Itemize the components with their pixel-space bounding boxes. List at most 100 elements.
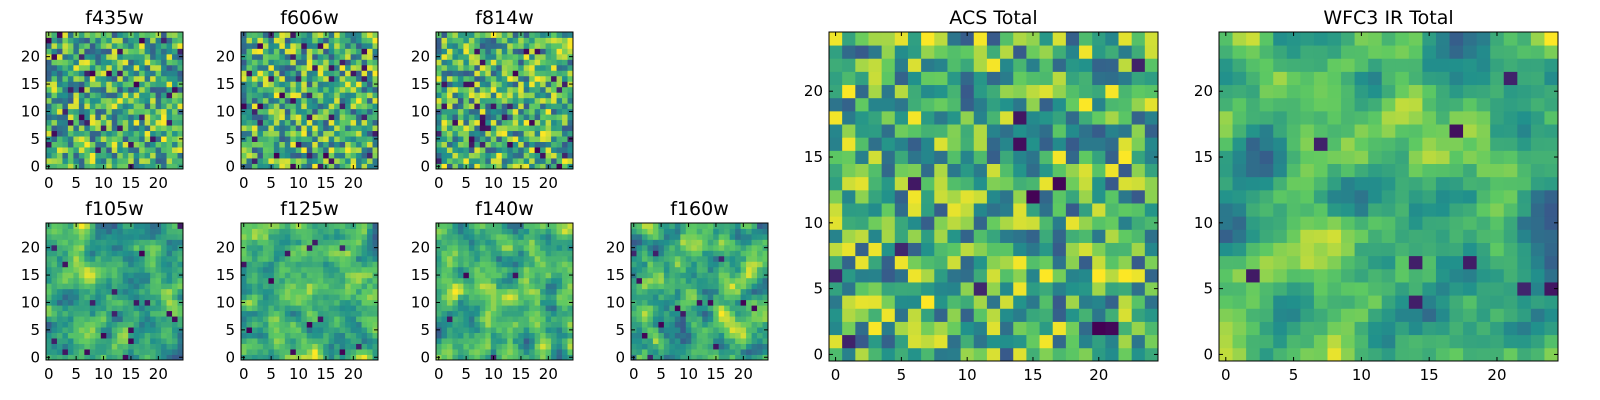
heatmap-cell: [507, 338, 514, 344]
heatmap-cell: [334, 97, 341, 104]
heatmap-cell: [441, 250, 448, 257]
heatmap-cell: [139, 119, 146, 126]
heatmap-cell: [290, 70, 297, 77]
heatmap-cell: [284, 70, 291, 77]
heatmap-cell: [273, 332, 280, 339]
heatmap-cell: [474, 299, 481, 306]
heatmap-cell: [669, 288, 676, 295]
heatmap-cell: [73, 70, 80, 77]
heatmap-cell: [279, 349, 286, 355]
heatmap-cell: [485, 119, 492, 126]
heatmap-cell: [361, 147, 368, 153]
heatmap-cell: [696, 305, 703, 312]
heatmap-cell: [78, 250, 85, 257]
heatmap-cell: [1065, 176, 1080, 191]
heatmap-cell: [155, 299, 162, 306]
heatmap-cell: [46, 103, 52, 110]
heatmap-cell: [501, 86, 508, 93]
heatmap-cell: [496, 316, 503, 323]
heatmap-cell: [51, 108, 58, 115]
heatmap-cell: [84, 70, 91, 77]
heatmap-cell: [501, 141, 508, 148]
heatmap-cell: [1092, 176, 1106, 191]
x-tick-label: 0: [629, 365, 639, 383]
heatmap-cell: [95, 283, 102, 290]
heatmap-cell: [523, 354, 530, 361]
heatmap-cell: [301, 266, 308, 273]
heatmap-cell: [144, 64, 151, 71]
heatmap-cell: [262, 92, 269, 99]
heatmap-cell: [328, 108, 335, 115]
heatmap-cell: [663, 283, 670, 290]
heatmap-cell: [441, 141, 448, 148]
heatmap-cell: [855, 203, 869, 217]
heatmap-cell: [334, 294, 341, 301]
heatmap-cell: [367, 37, 373, 44]
heatmap-cell: [150, 321, 156, 328]
heatmap-cell: [177, 266, 184, 273]
heatmap-cell: [441, 266, 448, 273]
heatmap-cell: [177, 70, 184, 77]
heatmap-cell: [345, 343, 351, 350]
heatmap-cell: [67, 158, 74, 164]
heatmap-cell: [1065, 347, 1080, 362]
heatmap-cell: [84, 64, 91, 71]
heatmap-cell: [729, 316, 736, 323]
heatmap-cell: [713, 233, 720, 240]
heatmap-cell: [441, 310, 448, 317]
heatmap-cell: [172, 223, 178, 229]
heatmap-cell: [139, 42, 146, 49]
heatmap-cell: [696, 223, 703, 229]
heatmap-cell: [51, 48, 58, 55]
heatmap-cell: [339, 53, 346, 60]
heatmap-cell: [921, 229, 935, 243]
heatmap-cell: [1118, 176, 1133, 191]
heatmap-cell: [562, 114, 568, 121]
heatmap-cell: [479, 97, 486, 104]
heatmap-cell: [529, 92, 536, 99]
heatmap-cell: [496, 59, 503, 66]
heatmap-cell: [166, 32, 173, 38]
heatmap-cell: [62, 327, 69, 333]
heatmap-cell: [150, 119, 156, 126]
heatmap-cell: [490, 332, 497, 339]
heatmap-cell: [567, 48, 574, 55]
heatmap-cell: [636, 277, 643, 284]
heatmap-cell: [84, 223, 91, 229]
heatmap-cell: [273, 239, 280, 246]
heatmap-cell: [921, 321, 935, 336]
heatmap-cell: [512, 250, 519, 257]
heatmap-cell: [284, 75, 291, 82]
heatmap-cell: [155, 103, 162, 110]
heatmap-cell: [540, 92, 546, 99]
heatmap-cell: [696, 349, 703, 355]
heatmap-cell: [1065, 163, 1080, 178]
heatmap-cell: [166, 97, 173, 104]
heatmap-cell: [89, 64, 96, 71]
heatmap-cell: [257, 288, 264, 295]
x-tick-label: 10: [484, 365, 503, 383]
heatmap-cell: [529, 327, 536, 333]
heatmap-cell: [350, 70, 357, 77]
heatmap-cell: [361, 316, 368, 323]
heatmap-cell: [279, 338, 286, 344]
heatmap-cell: [457, 70, 464, 77]
heatmap-cell: [479, 294, 486, 301]
heatmap-cell: [78, 288, 85, 295]
heatmap-cell: [95, 299, 102, 306]
heatmap-cell: [713, 316, 720, 323]
heatmap-cell: [100, 130, 107, 137]
heatmap-cell: [702, 233, 709, 240]
heatmap-cell: [361, 86, 368, 93]
heatmap-cell: [501, 321, 508, 328]
heatmap-cell: [529, 283, 536, 290]
heatmap-cell: [441, 130, 448, 137]
heatmap-cell: [73, 283, 80, 290]
heatmap-cell: [262, 163, 269, 170]
heatmap-cell: [446, 288, 453, 295]
heatmap-cell: [529, 272, 536, 279]
heatmap-cell: [735, 272, 741, 279]
heatmap-cell: [51, 321, 58, 328]
heatmap-cell: [339, 114, 346, 121]
heatmap-cell: [729, 327, 736, 333]
